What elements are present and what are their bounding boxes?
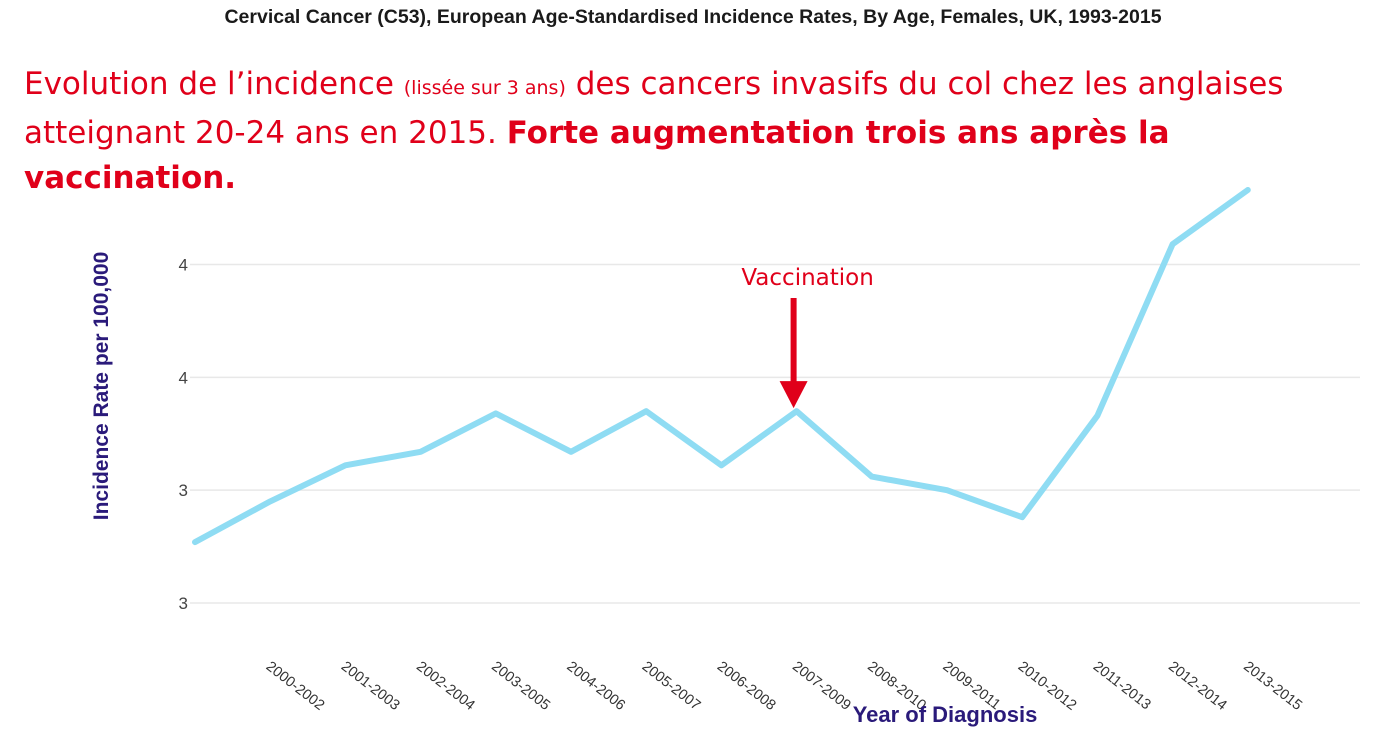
x-tick-label: 2006-2008: [714, 659, 778, 714]
headline-bold: Forte augmentation trois ans après la va…: [24, 115, 1170, 196]
source-title: Cervical Cancer (C53), European Age-Stan…: [224, 6, 1162, 28]
y-tick-label: 4: [179, 368, 188, 387]
annotation-label: Vaccination: [741, 265, 873, 291]
x-tick-label: 2013-2015: [1240, 659, 1304, 714]
vaccination-annotation: Vaccination: [741, 265, 874, 409]
x-tick-label: 2002-2004: [413, 659, 477, 714]
annotation-arrow-head: [779, 381, 808, 409]
x-tick-label: 2005-2007: [639, 659, 703, 714]
series-line: [192, 187, 1251, 546]
x-tick-labels: 2000-2002 2001-2003 2002-2004 2003-2005 2004…: [263, 659, 1305, 714]
y-axis-label: Incidence Rate per 100,000: [90, 252, 113, 520]
x-tick-label: 2001-2003: [338, 659, 402, 714]
x-tick-label: 2003-2005: [488, 659, 552, 714]
y-tick-label: 3: [179, 594, 188, 613]
x-tick-label: 2000-2002: [263, 659, 327, 714]
x-tick-label: 2007-2009: [789, 659, 853, 714]
x-tick-label: 2011-2013: [1090, 659, 1154, 714]
headline-smoothing-note: (lissée sur 3 ans): [403, 77, 566, 99]
x-tick-label: 2004-2006: [564, 659, 628, 714]
y-tick-label: 3: [179, 481, 188, 500]
x-axis-label: Year of Diagnosis: [853, 702, 1038, 727]
y-tick-labels: 3 3 4 4: [179, 255, 188, 613]
headline-part1: Evolution de l’incidence: [24, 66, 404, 102]
headline-part2: des cancers invasifs du col chez les ang…: [24, 66, 1284, 151]
annotation-arrow-shaft: [790, 298, 797, 384]
headline: Evolution de l’incidence (lissée sur 3 a…: [24, 62, 1374, 201]
grid-lines: [190, 263, 1360, 604]
y-tick-label: 4: [179, 255, 188, 274]
x-tick-label: 2012-2014: [1165, 659, 1229, 714]
